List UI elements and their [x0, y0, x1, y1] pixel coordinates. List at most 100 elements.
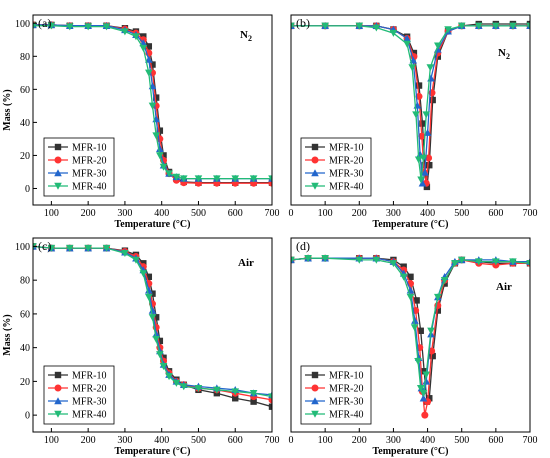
- data-point-mfr-10: [160, 152, 167, 159]
- y-tick-label: 40: [20, 118, 30, 129]
- data-point-mfr-10: [426, 395, 433, 402]
- data-point-mfr-40: [102, 244, 111, 252]
- y-axis-title: Mass (%): [2, 314, 13, 355]
- legend-entry: MFR-40: [329, 182, 363, 193]
- data-point-mfr-40: [406, 293, 415, 301]
- data-point-mfr-40: [121, 249, 129, 257]
- series-group: [291, 254, 530, 419]
- chart-panel-2: 0 100 200 300 400 500 600 700 Temperature (°C) (b…: [289, 14, 538, 230]
- y-tick-label: 0: [25, 184, 30, 195]
- data-point-mfr-40: [132, 33, 140, 41]
- x-tick-label: 200: [81, 435, 96, 446]
- legend-marker: [54, 371, 62, 379]
- legend-marker: [54, 410, 62, 418]
- data-point-mfr-40: [148, 314, 157, 322]
- data-point-mfr-10: [145, 273, 153, 280]
- data-point-mfr-20: [425, 154, 433, 162]
- data-point-mfr-30: [421, 168, 429, 176]
- x-tick-label: 600: [228, 208, 243, 219]
- data-point-mfr-40: [139, 270, 148, 278]
- legend-entry: MFR-20: [329, 384, 363, 395]
- data-point-mfr-10: [417, 327, 424, 334]
- data-point-mfr-10: [429, 96, 436, 104]
- data-point-mfr-30: [411, 316, 419, 324]
- data-point-mfr-40: [355, 256, 364, 264]
- x-tick-label: 200: [81, 208, 96, 219]
- data-point-mfr-40: [121, 28, 129, 36]
- series-group: [33, 242, 272, 410]
- data-point-mfr-40: [440, 276, 449, 284]
- x-tick-label: 200: [352, 208, 367, 219]
- legend-marker: [54, 384, 62, 392]
- data-point-mfr-30: [418, 179, 427, 187]
- data-point-mfr-40: [213, 175, 221, 183]
- legend: MFR-10 MFR-20 MFR-30 MFR-40: [43, 365, 115, 425]
- data-point-mfr-10: [420, 368, 428, 375]
- legend-entry: MFR-20: [72, 384, 106, 395]
- data-point-mfr-40: [33, 22, 37, 30]
- x-tick-label: 100: [44, 435, 59, 446]
- data-point-mfr-40: [355, 22, 364, 30]
- data-point-mfr-40: [33, 243, 37, 251]
- x-axis-title: Temperature (°C): [115, 219, 191, 230]
- legend-entry: MFR-20: [72, 156, 106, 167]
- data-point-mfr-40: [422, 371, 431, 379]
- panel-label: (a): [38, 16, 51, 30]
- data-point-mfr-40: [179, 383, 188, 391]
- data-point-mfr-10: [145, 43, 153, 50]
- data-point-mfr-40: [102, 23, 111, 31]
- legend-entry: MFR-30: [72, 397, 106, 408]
- x-tick-label: 700: [265, 208, 280, 219]
- data-point-mfr-40: [408, 64, 417, 72]
- legend: MFR-10 MFR-20 MFR-30 MFR-40: [43, 137, 115, 197]
- legend-marker: [54, 397, 62, 405]
- atmosphere-label: N2: [240, 29, 252, 43]
- data-point-mfr-40: [434, 293, 442, 301]
- data-point-mfr-10: [429, 352, 436, 360]
- data-point-mfr-40: [389, 29, 398, 37]
- x-tick-label: 0: [289, 208, 294, 219]
- data-point-mfr-30: [403, 34, 411, 42]
- x-axis-title: Temperature (°C): [373, 219, 449, 230]
- legend-entry: MFR-40: [72, 182, 106, 193]
- data-point-mfr-40: [372, 256, 381, 264]
- chart-panel-4: 0 100 200 300 400 500 600 700 Temperature (°C) (d…: [289, 237, 538, 457]
- data-point-mfr-40: [414, 156, 423, 164]
- x-tick-label: 400: [154, 435, 169, 446]
- y-tick-label: 0: [25, 411, 30, 422]
- chart-panel-1: 100 200 300 400 500 600 700 0 20 40 60 80 100 Tempera…: [2, 14, 280, 230]
- data-point-mfr-40: [509, 258, 517, 266]
- data-point-mfr-40: [194, 384, 203, 392]
- data-point-mfr-40: [172, 173, 181, 181]
- data-point-mfr-40: [372, 24, 381, 32]
- x-tick-label: 500: [454, 435, 469, 446]
- x-tick-label: 100: [318, 208, 333, 219]
- atmosphere-subscript: 2: [506, 52, 510, 61]
- data-point-mfr-10: [419, 120, 426, 127]
- x-tick-label: 400: [420, 435, 435, 446]
- data-point-mfr-40: [291, 256, 295, 264]
- data-point-mfr-40: [159, 363, 168, 371]
- data-point-mfr-30: [422, 377, 431, 385]
- data-point-mfr-40: [492, 22, 500, 30]
- data-point-mfr-10: [407, 273, 414, 280]
- plot-frame: [32, 237, 273, 433]
- legend-entry: MFR-10: [329, 371, 363, 382]
- data-point-mfr-40: [434, 42, 442, 50]
- data-point-mfr-10: [149, 290, 156, 297]
- y-tick-label: 60: [20, 85, 30, 96]
- data-point-mfr-10: [156, 127, 164, 134]
- data-point-mfr-40: [291, 22, 295, 30]
- legend-marker: [311, 397, 319, 405]
- y-tick-label: 80: [20, 276, 30, 287]
- data-point-mfr-10: [149, 61, 156, 68]
- y-tick-label: 100: [15, 242, 30, 253]
- legend-entry: MFR-30: [329, 397, 363, 408]
- legend-marker: [54, 143, 62, 151]
- legend: MFR-10 MFR-20 MFR-30 MFR-40: [300, 365, 372, 425]
- x-tick-label: 600: [488, 208, 503, 219]
- y-tick-label: 100: [15, 19, 30, 30]
- legend-marker: [311, 410, 319, 418]
- data-point-mfr-10: [250, 398, 257, 405]
- data-point-mfr-20: [418, 132, 426, 140]
